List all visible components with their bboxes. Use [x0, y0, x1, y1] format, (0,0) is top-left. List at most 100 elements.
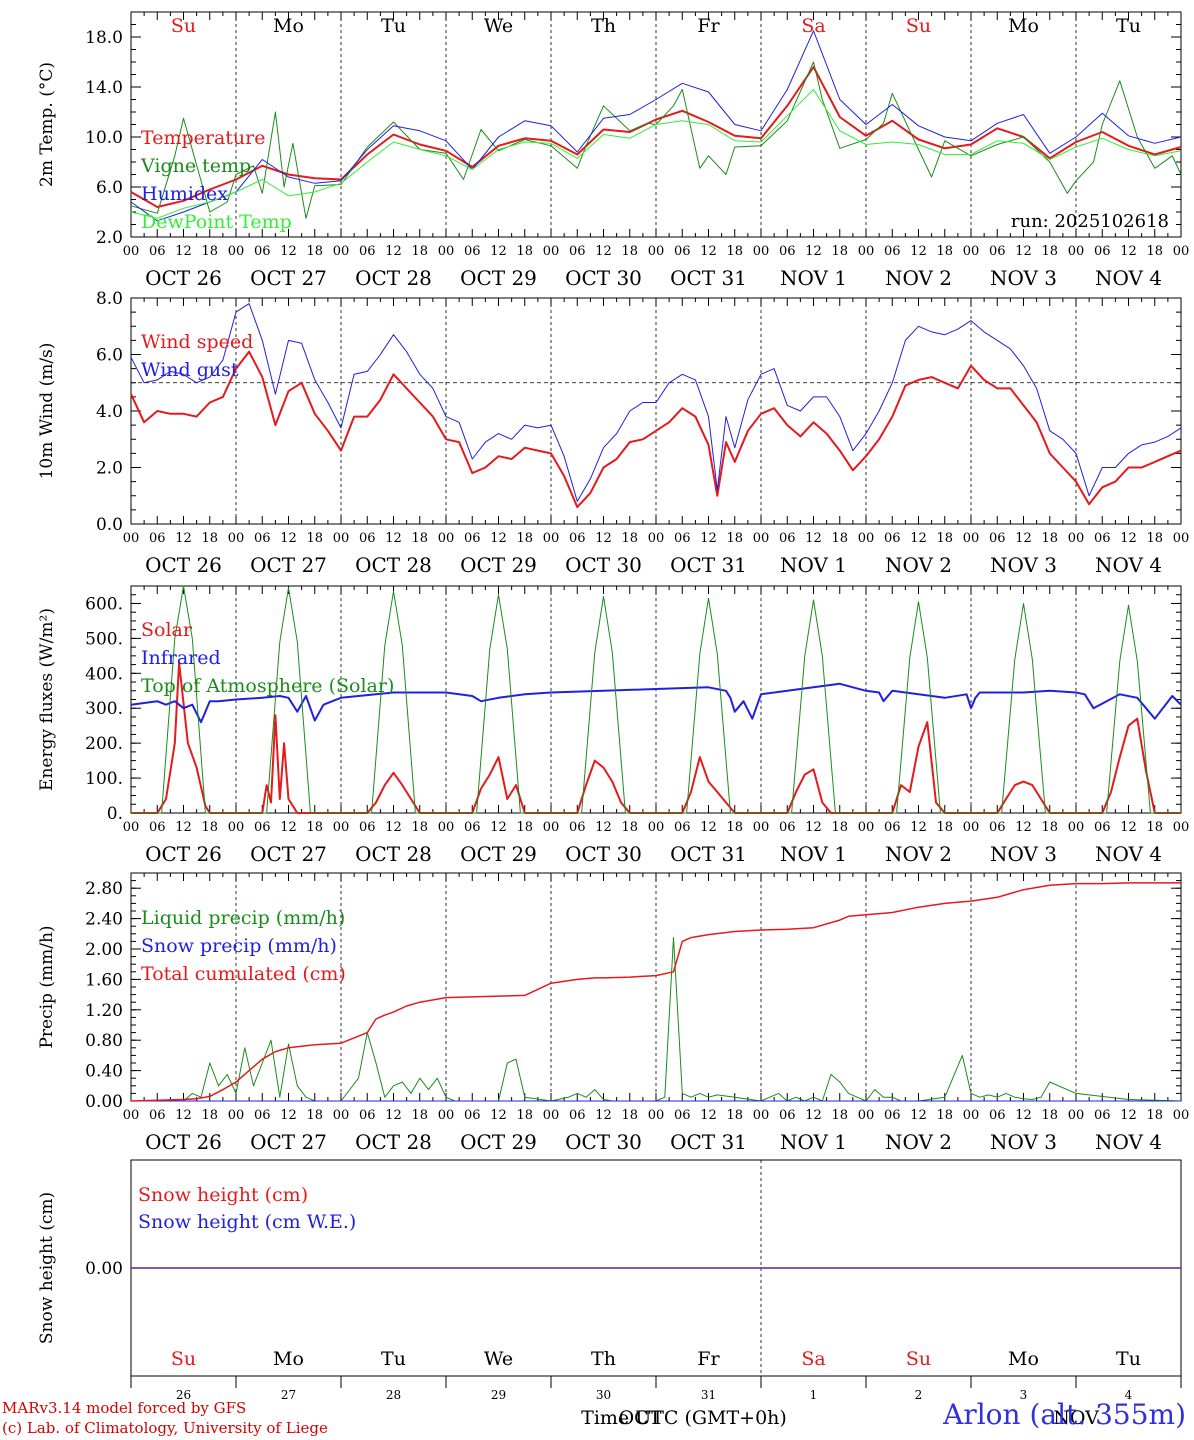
- hour-tick-label: 00: [123, 1108, 140, 1123]
- hour-tick-label: 06: [1094, 244, 1111, 259]
- y-tick-label: 2.0: [96, 228, 123, 248]
- panel-precip: 0.00 0.40 0.80 1.20 1.60 2.00 2.40 2.80 Precip (…: [37, 872, 1189, 1154]
- hour-tick-label: 06: [779, 820, 796, 835]
- hour-tick-label: 18: [411, 531, 428, 546]
- date-label: OCT 31: [670, 1130, 747, 1154]
- y-tick-label: 0.00: [85, 1259, 123, 1279]
- hour-tick-label: 06: [359, 820, 376, 835]
- hour-tick-label: 18: [1146, 531, 1163, 546]
- hour-tick-label: 00: [963, 1108, 980, 1123]
- series-line: [130, 61, 1182, 219]
- legend-entry: Total cumulated (cm): [141, 963, 346, 985]
- series-line: [130, 89, 1182, 219]
- hour-tick-label: 06: [1094, 531, 1111, 546]
- hour-tick-label: 12: [175, 244, 192, 259]
- weekday-label: We: [484, 1348, 513, 1370]
- weekday-label: Sa: [801, 1348, 825, 1370]
- hour-tick-label: 18: [1041, 531, 1058, 546]
- y-tick-label: 600.: [85, 594, 123, 614]
- hour-tick-label: 12: [700, 244, 717, 259]
- hour-tick-label: 06: [989, 244, 1006, 259]
- hour-tick-label: 06: [464, 531, 481, 546]
- day-number-label: 1: [810, 1388, 818, 1402]
- hour-tick-label: 06: [149, 244, 166, 259]
- date-label: OCT 26: [145, 266, 222, 290]
- legend-entry: Top of Atmosphere (Solar): [141, 675, 394, 697]
- weekday-label: Fr: [697, 15, 720, 37]
- hour-tick-label: 00: [963, 244, 980, 259]
- hour-tick-label: 06: [674, 1108, 691, 1123]
- hour-tick-label: 12: [805, 1108, 822, 1123]
- panel-snow: 0.00 Snow height (cm) Snow height (cm) Snow…: [37, 1159, 1182, 1429]
- hour-tick-label: 12: [805, 244, 822, 259]
- series-line: [131, 585, 1181, 814]
- hour-tick-label: 00: [753, 1108, 770, 1123]
- date-label: OCT 28: [355, 1130, 432, 1154]
- date-label: NOV 2: [885, 842, 952, 866]
- hour-tick-label: 00: [438, 820, 455, 835]
- y-axis-label: Energy fluxes (W/m²): [37, 608, 57, 791]
- y-tick-label: 1.60: [85, 970, 123, 990]
- date-label: NOV 2: [885, 1130, 952, 1154]
- weekday-label: Tu: [1116, 1348, 1141, 1370]
- hour-tick-label: 18: [621, 244, 638, 259]
- hour-tick-label: 18: [1146, 1108, 1163, 1123]
- x-axis-label: Time UTC (GMT+0h): [581, 1407, 787, 1429]
- hour-tick-label: 18: [201, 531, 218, 546]
- date-label: NOV 3: [990, 266, 1057, 290]
- hour-tick-label: 00: [123, 531, 140, 546]
- hour-tick-label: 06: [674, 244, 691, 259]
- hour-tick-label: 18: [936, 531, 953, 546]
- y-tick-label: 500.: [85, 629, 123, 649]
- hour-tick-label: 18: [411, 820, 428, 835]
- date-label: OCT 30: [565, 842, 642, 866]
- hour-tick-label: 18: [516, 1108, 533, 1123]
- hour-tick-label: 18: [516, 820, 533, 835]
- date-label: NOV 2: [885, 553, 952, 577]
- weekday-label: Su: [171, 15, 196, 37]
- y-tick-label: 18.0: [85, 28, 123, 48]
- y-tick-label: 400.: [85, 664, 123, 684]
- hour-tick-label: 18: [1041, 1108, 1058, 1123]
- day-number-label: 30: [596, 1388, 611, 1402]
- hour-tick-label: 00: [333, 244, 350, 259]
- hour-tick-label: 00: [1068, 244, 1085, 259]
- run-label: run: 2025102618: [1011, 211, 1169, 232]
- hour-tick-label: 18: [936, 820, 953, 835]
- legend-entry: Infrared: [141, 647, 221, 669]
- y-tick-label: 6.0: [96, 346, 123, 366]
- y-tick-label: 10.0: [85, 128, 123, 148]
- hour-tick-label: 12: [700, 531, 717, 546]
- hour-tick-label: 06: [569, 531, 586, 546]
- date-label: OCT 31: [670, 842, 747, 866]
- hour-tick-label: 12: [1015, 1108, 1032, 1123]
- hour-tick-label: 18: [306, 531, 323, 546]
- hour-tick-label: 06: [569, 820, 586, 835]
- hour-tick-label: 06: [779, 1108, 796, 1123]
- hour-tick-label: 06: [989, 1108, 1006, 1123]
- hour-tick-label: 00: [963, 820, 980, 835]
- hour-tick-label: 12: [490, 531, 507, 546]
- legend-entry: Humidex: [141, 183, 228, 205]
- date-label: OCT 28: [355, 842, 432, 866]
- weekday-label: Tu: [1116, 15, 1141, 37]
- legend-entry: Wind speed: [141, 331, 253, 353]
- hour-tick-label: 00: [858, 531, 875, 546]
- date-label: NOV 4: [1095, 266, 1162, 290]
- hour-tick-label: 00: [858, 244, 875, 259]
- hour-tick-label: 00: [648, 531, 665, 546]
- hour-tick-label: 18: [411, 1108, 428, 1123]
- hour-tick-label: 06: [464, 820, 481, 835]
- panel-wind: 0.0 2.0 4.0 6.0 8.0 10m Wind (m/s) Wind speed W…: [37, 289, 1189, 577]
- hour-tick-label: 18: [936, 1108, 953, 1123]
- hour-tick-label: 12: [805, 820, 822, 835]
- hour-tick-label: 06: [254, 531, 271, 546]
- y-tick-label: 2.00: [85, 940, 123, 960]
- hour-tick-label: 12: [910, 244, 927, 259]
- hour-tick-label: 18: [201, 244, 218, 259]
- hour-tick-label: 00: [438, 1108, 455, 1123]
- date-label: NOV 3: [990, 1130, 1057, 1154]
- date-label: OCT 31: [670, 553, 747, 577]
- station-label: Arlon (alt. 355m): [943, 1398, 1186, 1431]
- day-number-label: 27: [281, 1388, 296, 1402]
